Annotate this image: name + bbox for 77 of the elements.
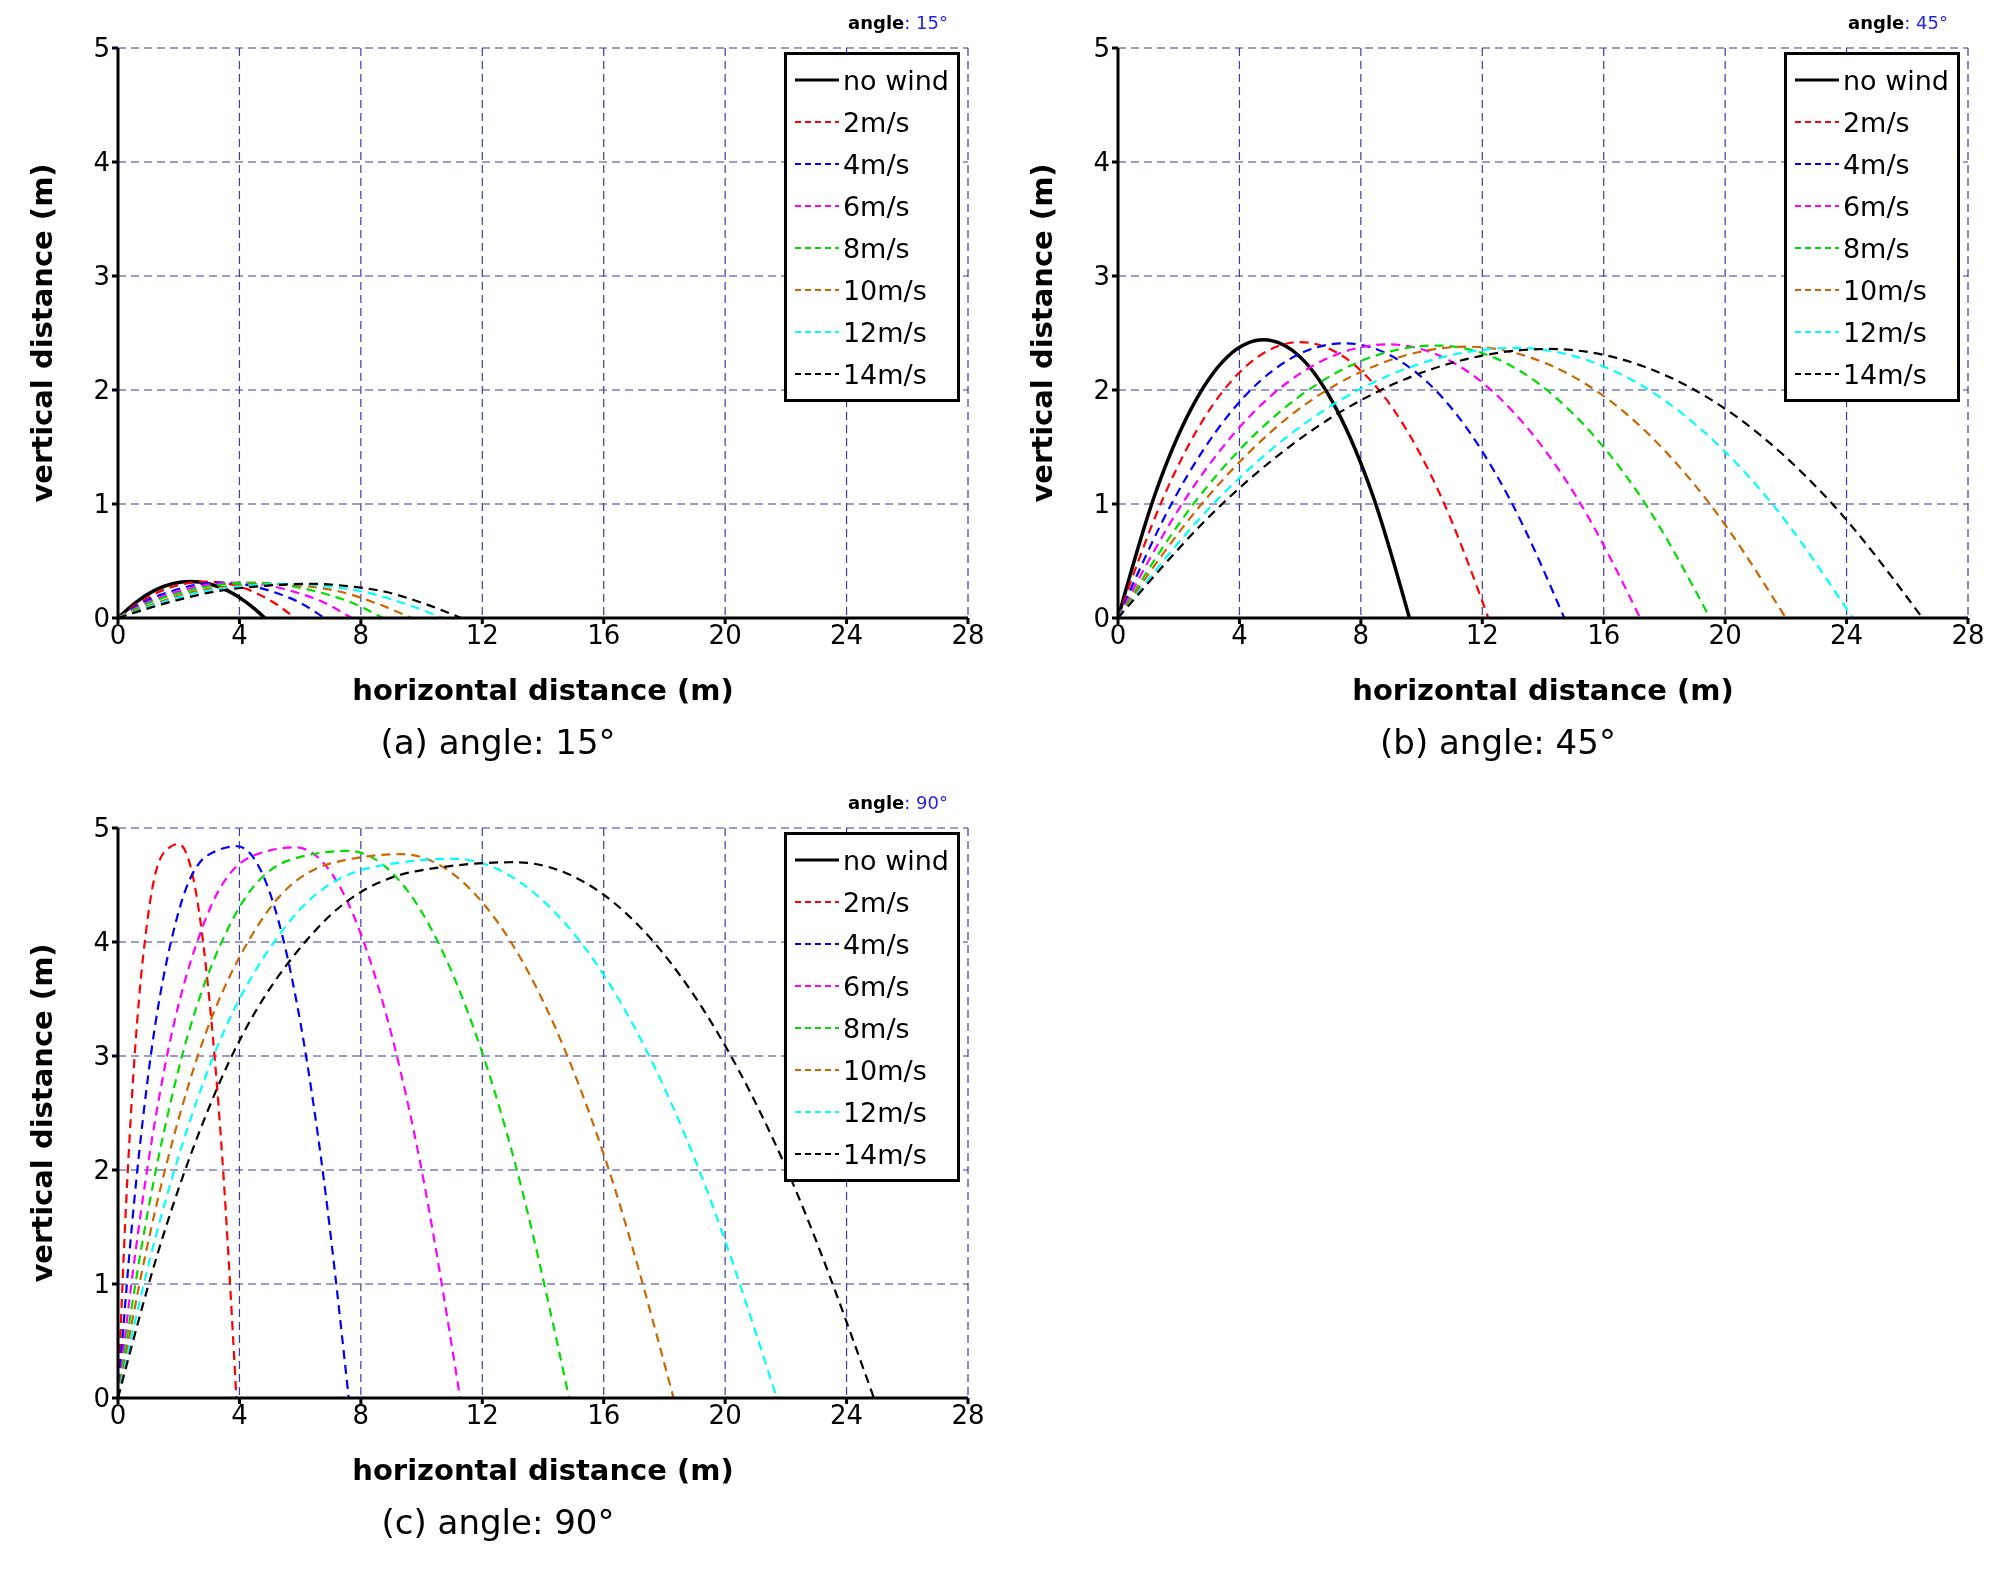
y-tick-label: 5	[93, 813, 110, 844]
y-tick-label: 3	[93, 261, 110, 292]
x-tick-label: 28	[951, 620, 985, 651]
legend-label: 14m/s	[1842, 358, 1927, 390]
legend-label: 2m/s	[842, 106, 910, 138]
legend-label: 8m/s	[1842, 232, 1910, 264]
y-tick-label: 1	[1093, 489, 1110, 520]
legend-label: 12m/s	[842, 1096, 927, 1128]
legend-label: 12m/s	[1842, 316, 1927, 348]
x-tick-label: 20	[708, 1400, 742, 1431]
legend-label: 6m/s	[842, 970, 910, 1002]
legend-label: 2m/s	[1842, 106, 1910, 138]
y-tick-label: 1	[93, 1269, 110, 1300]
legend-label: 2m/s	[842, 886, 910, 918]
legend-label: 4m/s	[1842, 148, 1910, 180]
chart-subtitle: angle: 90°	[848, 792, 948, 813]
legend-label: 8m/s	[842, 1012, 910, 1044]
x-tick-label: 12	[465, 1400, 499, 1431]
line-series	[118, 849, 571, 1398]
x-tick-label: 20	[708, 620, 742, 651]
chart-subtitle: angle: 45°	[1848, 12, 1948, 33]
text: (a) angle: 15°	[379, 722, 617, 762]
legend-label: 10m/s	[842, 1054, 927, 1086]
legend-label: 6m/s	[842, 190, 910, 222]
y-tick-label: 2	[93, 1155, 110, 1186]
legend-label: 8m/s	[842, 232, 910, 264]
x-tick-label: 4	[231, 1400, 248, 1431]
legend-label: 14m/s	[842, 1138, 927, 1170]
x-tick-label: 12	[465, 620, 499, 651]
x-axis-title: horizontal distance (m)	[352, 1453, 734, 1487]
legend-label: 12m/s	[842, 316, 927, 348]
x-tick-label: 16	[587, 620, 621, 651]
x-tick-label: 24	[1830, 620, 1864, 651]
line-series	[118, 853, 675, 1398]
y-tick-label: 2	[93, 375, 110, 406]
y-tick-label: 3	[93, 1041, 110, 1072]
y-tick-label: 4	[93, 147, 110, 178]
y-tick-label: 4	[1093, 147, 1110, 178]
y-axis-title: vertical distance (m)	[25, 163, 60, 503]
legend-label: no wind	[842, 64, 949, 96]
legend-label: 4m/s	[842, 928, 910, 960]
x-tick-label: 20	[1708, 620, 1742, 651]
x-tick-label: 28	[951, 1400, 985, 1431]
text: (c) angle: 90°	[380, 1502, 616, 1542]
x-tick-label: 28	[1951, 620, 1985, 651]
legend-label: no wind	[1842, 64, 1949, 96]
x-tick-label: 16	[1587, 620, 1621, 651]
legend-label: no wind	[842, 844, 949, 876]
text: (b) angle: 45°	[1379, 722, 1617, 762]
x-tick-label: 24	[830, 1400, 864, 1431]
line-series	[118, 842, 238, 1398]
y-tick-label: 5	[1093, 33, 1110, 64]
y-axis-title: vertical distance (m)	[1025, 163, 1060, 503]
x-axis-title: horizontal distance (m)	[1352, 673, 1734, 707]
chart-subtitle: angle: 15°	[848, 12, 948, 33]
x-tick-label: 4	[1231, 620, 1248, 651]
y-tick-label: 2	[1093, 375, 1110, 406]
x-tick-label: 16	[587, 1400, 621, 1431]
legend-label: 6m/s	[1842, 190, 1910, 222]
legend-label: 10m/s	[1842, 274, 1927, 306]
y-tick-label: 5	[93, 33, 110, 64]
x-tick-label: 8	[352, 620, 370, 651]
y-tick-label: 3	[1093, 261, 1110, 292]
y-tick-label: 4	[93, 927, 110, 958]
legend-label: 10m/s	[842, 274, 927, 306]
x-tick-label: 24	[830, 620, 864, 651]
x-axis-title: horizontal distance (m)	[352, 673, 734, 707]
x-tick-label: 12	[1465, 620, 1499, 651]
y-axis-title: vertical distance (m)	[25, 943, 60, 1283]
line-series	[118, 846, 462, 1398]
x-tick-label: 8	[1352, 620, 1370, 651]
y-tick-label: 1	[93, 489, 110, 520]
x-tick-label: 8	[352, 1400, 370, 1431]
legend-label: 14m/s	[842, 358, 927, 390]
line-series	[118, 845, 350, 1398]
x-tick-label: 4	[231, 620, 248, 651]
legend-label: 4m/s	[842, 148, 910, 180]
